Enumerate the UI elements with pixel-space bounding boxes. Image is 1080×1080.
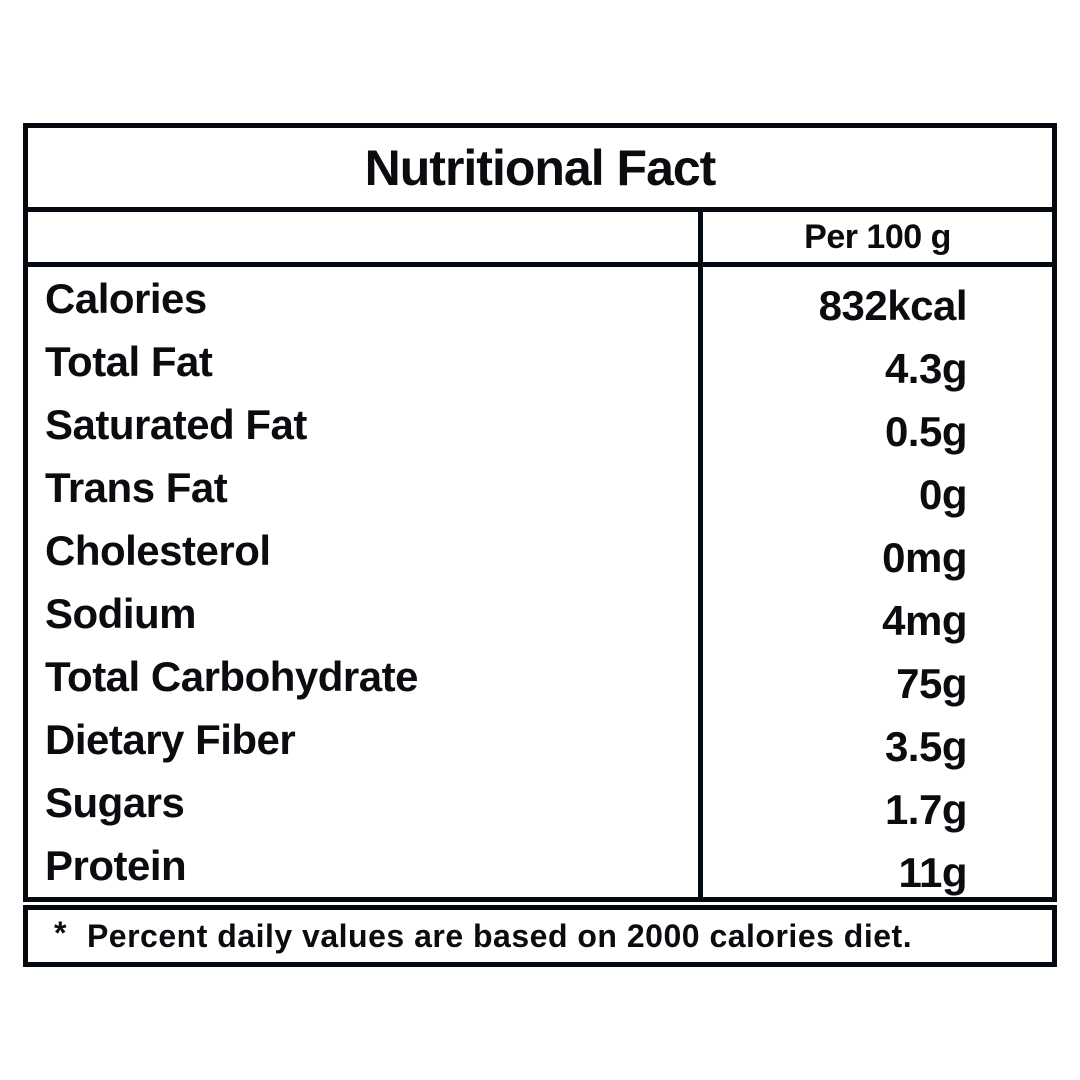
nutrient-value-cell: 0.5g xyxy=(698,393,1052,456)
nutrient-value-calories: 832kcal xyxy=(818,281,968,329)
table-row: Protein 11g xyxy=(28,834,1052,897)
nutrient-value-sugars: 1.7g xyxy=(884,785,968,833)
nutrient-label-protein: Protein xyxy=(45,841,187,889)
footnote-text: Percent daily values are based on 2000 c… xyxy=(86,917,913,954)
nutrient-label-dietary-fiber: Dietary Fiber xyxy=(45,715,296,763)
nutrient-label-trans-fat: Trans Fat xyxy=(45,463,228,511)
table-row: Sodium 4mg xyxy=(28,582,1052,645)
nutrient-label-saturated-fat: Saturated Fat xyxy=(45,400,307,448)
nutrient-label-cholesterol: Cholesterol xyxy=(45,526,271,574)
nutrient-value-cell: 832kcal xyxy=(698,267,1052,330)
footnote-marker: * xyxy=(54,914,67,951)
nutrient-value-cell: 4mg xyxy=(698,582,1052,645)
nutrient-value-cell: 3.5g xyxy=(698,708,1052,771)
footnote-box: * Percent daily values are based on 2000… xyxy=(23,905,1057,967)
nutrient-value-trans-fat: 0g xyxy=(918,470,968,518)
header-empty-cell xyxy=(28,212,698,262)
nutrient-label-sugars: Sugars xyxy=(45,778,185,826)
table-row: Cholesterol 0mg xyxy=(28,519,1052,582)
nutrient-value-cell: 0mg xyxy=(698,519,1052,582)
title-row: Nutritional Fact xyxy=(28,128,1052,212)
table-row: Saturated Fat 0.5g xyxy=(28,393,1052,456)
nutrient-value-cell: 11g xyxy=(698,834,1052,897)
table-row: Trans Fat 0g xyxy=(28,456,1052,519)
nutrient-label-calories: Calories xyxy=(45,274,207,322)
nutrient-label-total-carbohydrate: Total Carbohydrate xyxy=(45,652,418,700)
nutrient-value-total-fat: 4.3g xyxy=(884,344,968,392)
nutrient-value-cell: 4.3g xyxy=(698,330,1052,393)
nutrition-table: Nutritional Fact Per 100 g Calories 832k… xyxy=(23,123,1057,902)
nutrient-value-cell: 1.7g xyxy=(698,771,1052,834)
nutrient-value-sodium: 4mg xyxy=(882,596,967,644)
nutrient-label-sodium: Sodium xyxy=(45,589,197,637)
nutrient-value-cell: 0g xyxy=(698,456,1052,519)
nutrient-value-total-carbohydrate: 75g xyxy=(896,659,967,707)
nutrient-value-cell: 75g xyxy=(698,645,1052,708)
table-row: Total Carbohydrate 75g xyxy=(28,645,1052,708)
nutrient-value-cholesterol: 0mg xyxy=(882,533,967,581)
nutrient-value-protein: 11g xyxy=(898,848,967,896)
per-100g-header-label: Per 100 g xyxy=(804,217,951,256)
nutrient-value-saturated-fat: 0.5g xyxy=(884,407,968,455)
per-100g-header-cell: Per 100 g xyxy=(698,212,1052,262)
table-row: Dietary Fiber 3.5g xyxy=(28,708,1052,771)
header-row: Per 100 g xyxy=(28,212,1052,267)
page-title: Nutritional Fact xyxy=(364,139,717,196)
nutrient-label-total-fat: Total Fat xyxy=(45,337,213,385)
nutrient-value-dietary-fiber: 3.5g xyxy=(884,722,968,770)
table-row: Sugars 1.7g xyxy=(28,771,1052,834)
table-row: Total Fat 4.3g xyxy=(28,330,1052,393)
table-row: Calories 832kcal xyxy=(28,267,1052,330)
